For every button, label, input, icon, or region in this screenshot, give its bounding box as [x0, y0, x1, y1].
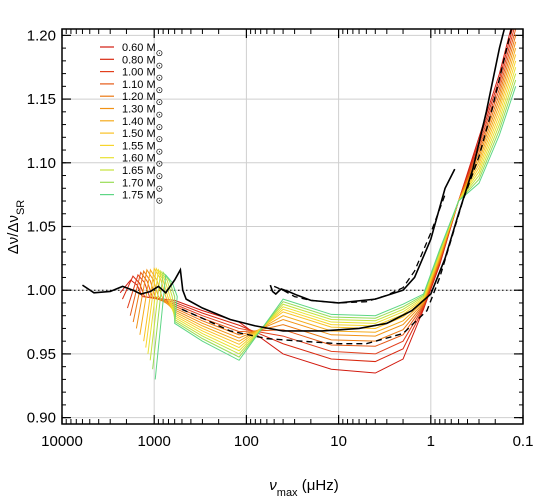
bump-track-dashed [273, 194, 446, 304]
legend-label-1.10: 1.10 M⊙ [122, 79, 163, 95]
x-axis-title: νmax (μHz) [269, 477, 338, 499]
black-track-dashed [181, 29, 513, 345]
legend-label-0.80: 0.80 M⊙ [122, 54, 163, 70]
plot-frame [61, 28, 524, 425]
y-tick-label: 0.95 [27, 346, 56, 363]
x-tick-labels: 10000 1000 100 10 1 0.1 [41, 433, 533, 450]
series-line-1.20 [132, 35, 517, 342]
series-line-1.10 [129, 29, 517, 347]
series-line-1.75 [154, 86, 517, 380]
black-track-solid [82, 29, 506, 332]
series-line-1.55 [145, 60, 517, 349]
series-line-1.30 [135, 41, 517, 339]
legend-label-1.20: 1.20 M⊙ [122, 91, 163, 107]
legend-label-1.70: 1.70 M⊙ [122, 177, 163, 193]
legend-label-1.75: 1.75 M⊙ [122, 190, 163, 206]
x-tick-label: 0.1 [513, 433, 534, 450]
legend: 0.60 M⊙0.80 M⊙1.00 M⊙1.10 M⊙1.20 M⊙1.30 … [100, 42, 163, 206]
y-tick-label: 1.00 [27, 282, 56, 299]
y-tick-label: 1.20 [27, 27, 56, 44]
series-line-0.80 [121, 29, 513, 363]
x-tick-label: 10 [330, 433, 347, 450]
y-tick-label: 0.90 [27, 410, 56, 427]
x-tick-label: 1 [427, 433, 435, 450]
legend-label-1.00: 1.00 M⊙ [122, 67, 163, 83]
x-tick-label: 10000 [41, 433, 83, 450]
y-tick-label: 1.15 [27, 91, 56, 108]
series-layer [62, 29, 523, 380]
legend-label-1.40: 1.40 M⊙ [122, 116, 163, 132]
x-tick-label: 1000 [138, 433, 171, 450]
legend-label-1.30: 1.30 M⊙ [122, 104, 163, 120]
legend-label-1.50: 1.50 M⊙ [122, 128, 163, 144]
legend-label-1.65: 1.65 M⊙ [122, 165, 163, 181]
y-tick-labels: 0.90 0.95 1.00 1.05 1.10 1.15 1.20 [27, 27, 56, 426]
x-tick-label: 100 [234, 433, 259, 450]
y-axis-title: Δν/ΔνSR [5, 200, 27, 255]
legend-label-1.55: 1.55 M⊙ [122, 140, 163, 156]
legend-label-1.60: 1.60 M⊙ [122, 153, 163, 169]
y-tick-label: 1.10 [27, 155, 56, 172]
series-line-1.70 [152, 79, 517, 370]
series-line-1.40 [139, 47, 517, 342]
y-tick-label: 1.05 [27, 219, 56, 236]
legend-label-0.60: 0.60 M⊙ [122, 42, 163, 58]
